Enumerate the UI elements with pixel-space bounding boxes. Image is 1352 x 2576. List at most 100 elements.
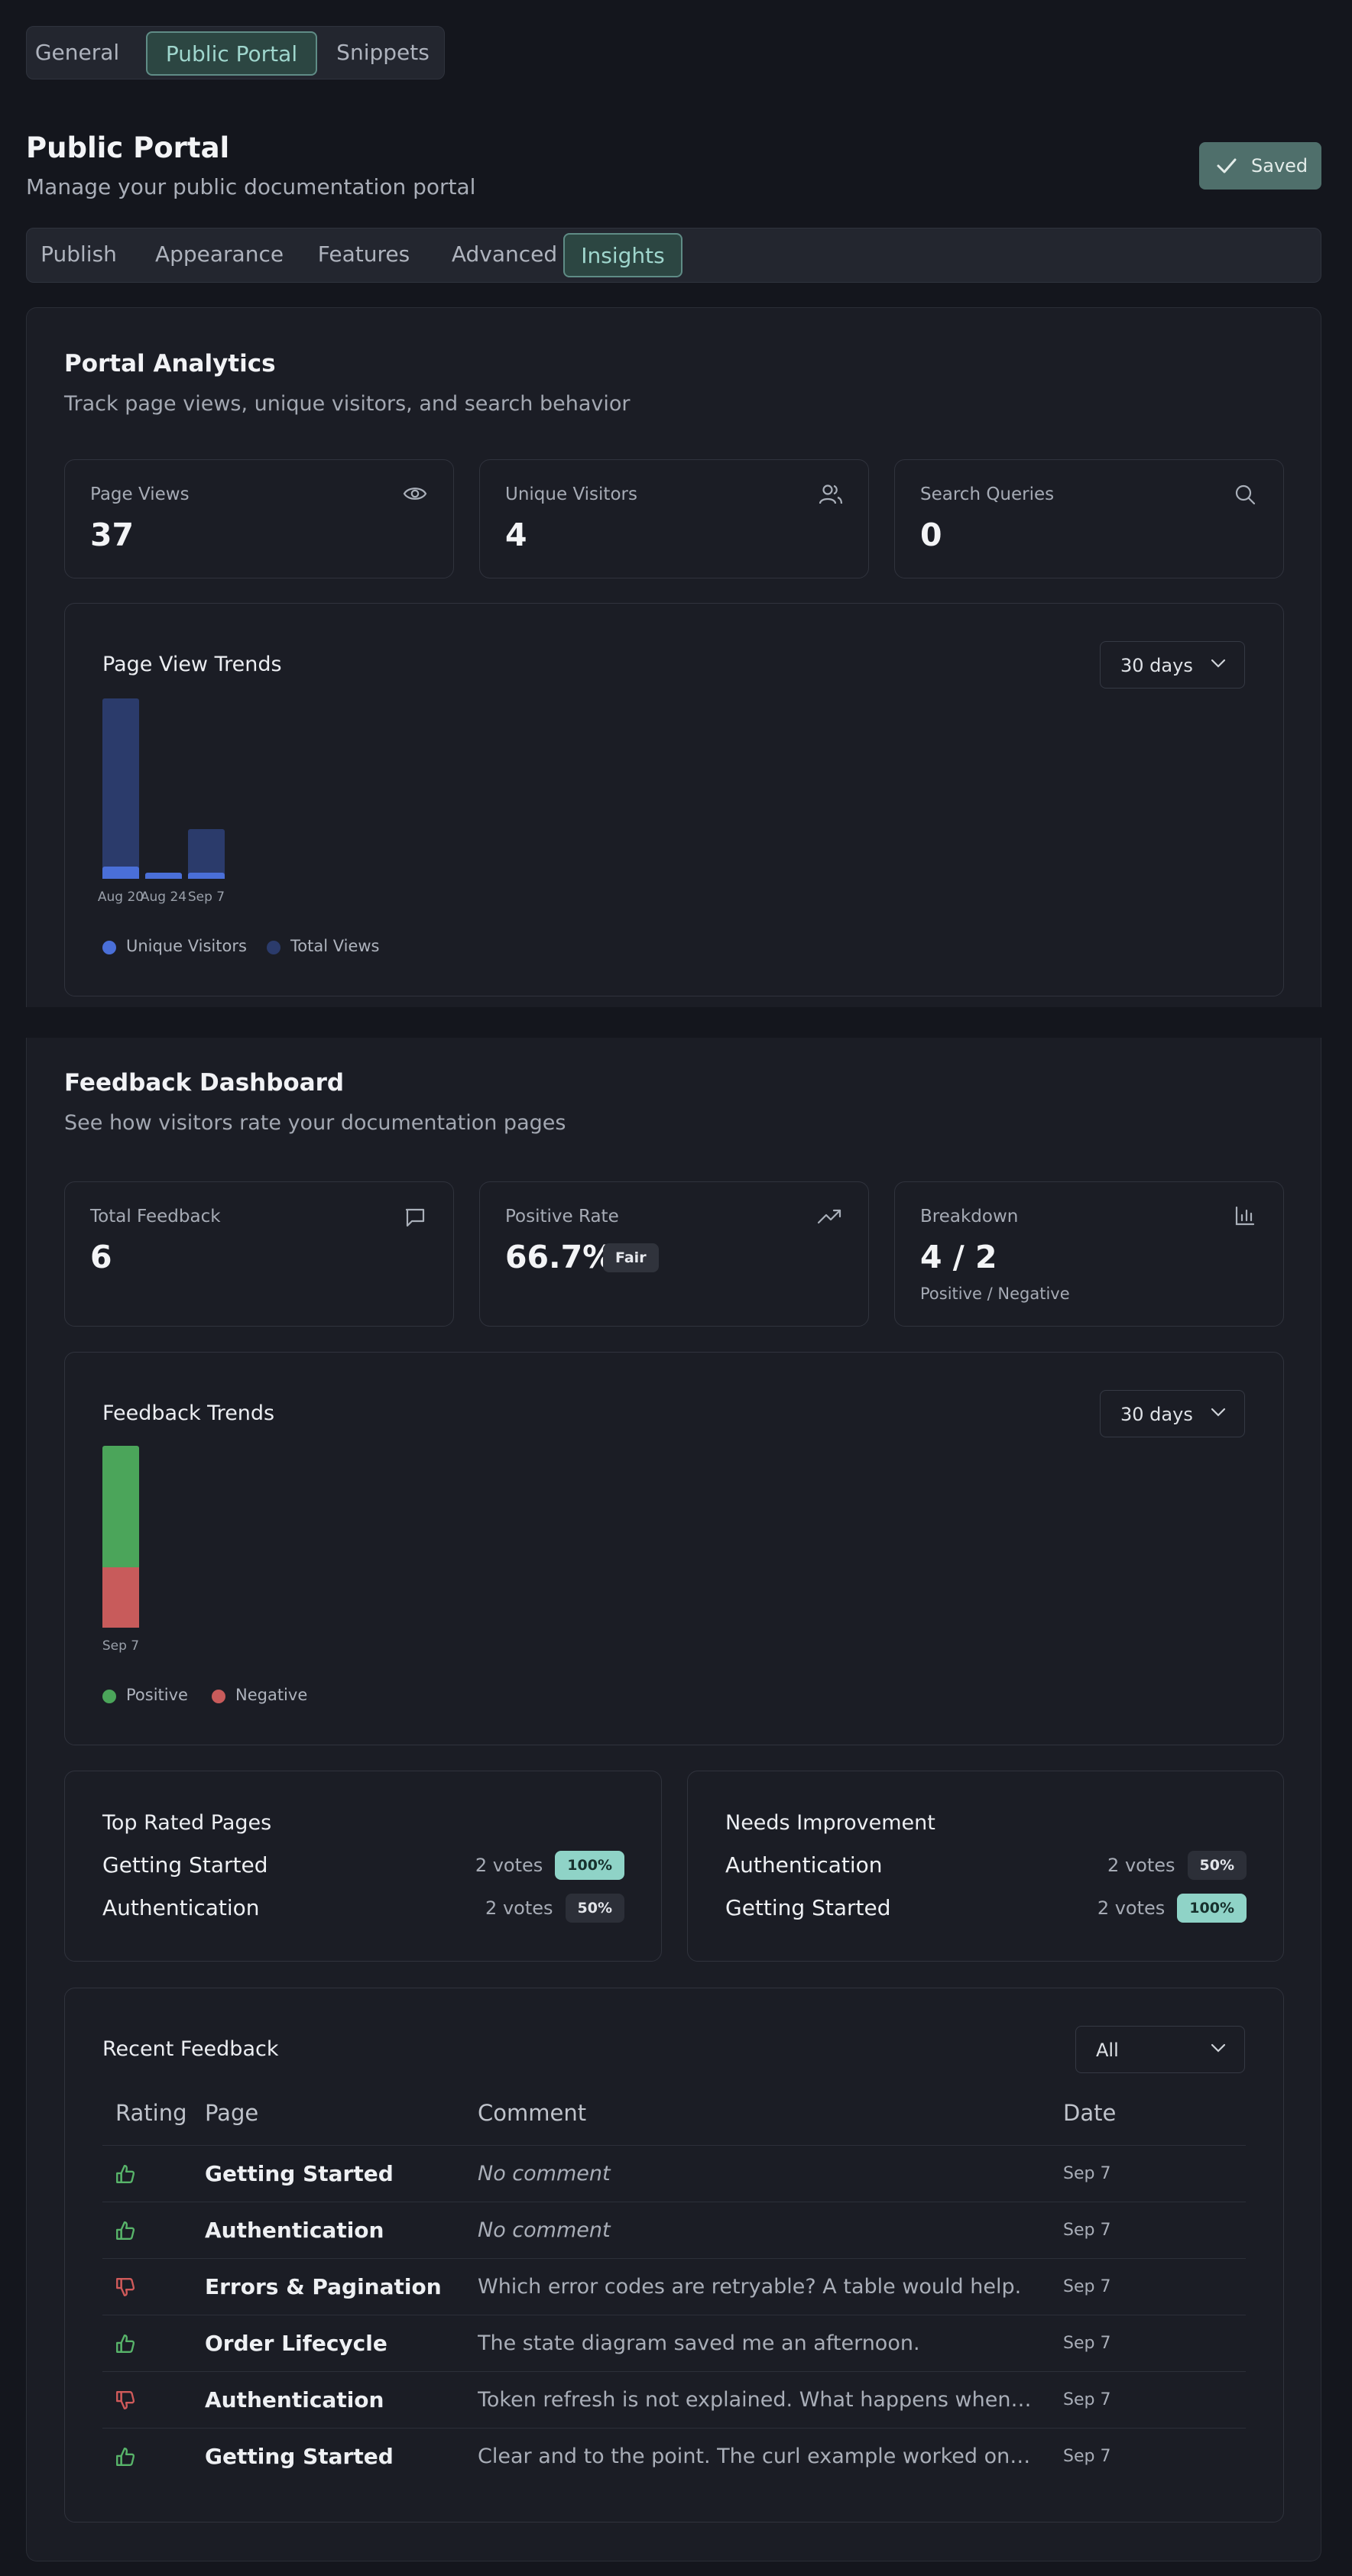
feedback-page: Authentication — [205, 2218, 384, 2243]
legend-dot-unique — [102, 941, 116, 954]
section-title: Feedback Dashboard — [64, 1069, 345, 1097]
page-link[interactable]: Authentication — [102, 1895, 260, 1920]
legend-label: Total Views — [290, 937, 380, 955]
feedback-comment: Token refresh is not explained. What hap… — [478, 2388, 1036, 2412]
tab-snippets[interactable]: Snippets — [336, 40, 430, 65]
bar-positive — [102, 1446, 139, 1567]
section-title: Portal Analytics — [64, 350, 276, 377]
tab-advanced[interactable]: Advanced — [451, 241, 558, 267]
column-header-date: Date — [1063, 2100, 1117, 2126]
stat-card-breakdown: Breakdown 4 / 2 Positive / Negative — [894, 1181, 1284, 1327]
tab-public-portal[interactable]: Public Portal — [146, 31, 317, 76]
feedback-page: Getting Started — [205, 2161, 394, 2186]
column-header-page: Page — [205, 2100, 259, 2126]
divider — [102, 2371, 1246, 2372]
legend-label: Positive — [126, 1686, 188, 1704]
tab-general[interactable]: General — [34, 40, 120, 65]
bar-unique-visitors — [102, 866, 139, 879]
x-tick-label: Aug 20 — [97, 889, 144, 905]
stat-label: Positive Rate — [505, 1207, 619, 1226]
thumbs-up-icon — [116, 2335, 135, 2353]
tab-publish[interactable]: Publish — [41, 241, 117, 267]
table-row[interactable]: Getting Started No comment Sep 7 — [102, 2146, 1246, 2202]
x-tick-label: Sep 7 — [187, 889, 225, 905]
bar-negative — [102, 1567, 139, 1628]
percent-badge: 100% — [1177, 1894, 1247, 1923]
feedback-date: Sep 7 — [1063, 2164, 1111, 2183]
feedback-page: Authentication — [205, 2387, 384, 2412]
feedback-date: Sep 7 — [1063, 2390, 1111, 2409]
bar-unique-visitors — [145, 872, 182, 879]
page-title: Public Portal — [26, 131, 230, 164]
legend-dot-negative — [212, 1690, 225, 1703]
thumbs-down-icon — [116, 2278, 135, 2296]
search-icon — [1235, 484, 1256, 505]
chevron-down-icon — [1211, 1408, 1226, 1417]
stat-card-positive-rate: Positive Rate 66.7% Fair — [479, 1181, 869, 1327]
divider — [102, 2428, 1246, 2429]
table-row[interactable]: Authentication Token refresh is not expla… — [102, 2372, 1246, 2429]
tab-appearance[interactable]: Appearance — [154, 241, 284, 267]
check-icon — [1217, 158, 1237, 173]
vote-count: 2 votes — [1097, 1897, 1166, 1919]
stat-value: 66.7% — [505, 1239, 614, 1275]
feedback-chart: Sep 7 — [102, 1444, 271, 1654]
chevron-down-icon — [1211, 659, 1226, 668]
rating-summary: 2 votes 50% — [1107, 1851, 1247, 1880]
stat-label: Breakdown — [920, 1207, 1019, 1226]
feedback-trends-card: Feedback Trends 30 days Sep 7 Positive N… — [64, 1352, 1284, 1745]
chart-title: Feedback Trends — [102, 1401, 275, 1425]
eye-icon — [403, 488, 427, 500]
saved-button[interactable]: Saved — [1199, 142, 1321, 190]
recent-feedback-card: Recent Feedback All Rating Page Comment … — [64, 1988, 1284, 2523]
stat-value: 6 — [90, 1239, 112, 1275]
card-title: Needs Improvement — [725, 1811, 935, 1835]
page-link[interactable]: Getting Started — [102, 1852, 268, 1878]
tab-insights[interactable]: Insights — [563, 233, 682, 277]
page-subtitle: Manage your public documentation portal — [26, 174, 476, 199]
stat-label: Total Feedback — [90, 1207, 221, 1226]
page-view-trends-card: Page View Trends 30 days Aug 20 Aug 24 Sep… — [64, 603, 1284, 996]
tab-features[interactable]: Features — [317, 241, 410, 267]
stat-card-total-feedback: Total Feedback 6 — [64, 1181, 454, 1327]
range-dropdown[interactable]: 30 days — [1100, 1390, 1245, 1437]
legend-label: Negative — [235, 1686, 308, 1704]
feedback-comment: No comment — [478, 2218, 611, 2242]
table-row[interactable]: Errors & Pagination Which error codes are… — [102, 2259, 1246, 2315]
vote-count: 2 votes — [475, 1855, 543, 1876]
range-value: 30 days — [1120, 655, 1193, 676]
stat-label: Search Queries — [920, 484, 1055, 504]
chevron-down-icon — [1211, 2043, 1226, 2053]
section-description: See how visitors rate your documentation… — [64, 1111, 566, 1135]
filter-dropdown[interactable]: All — [1075, 2026, 1245, 2073]
page-link[interactable]: Authentication — [725, 1852, 883, 1878]
needs-improvement-card: Needs Improvement Authentication 2 votes… — [687, 1771, 1284, 1962]
range-value: 30 days — [1120, 1404, 1193, 1425]
thumbs-up-icon — [116, 2221, 135, 2240]
table-row[interactable]: Getting Started Clear and to the point. T… — [102, 2429, 1246, 2485]
chart-title: Page View Trends — [102, 653, 282, 676]
thumbs-up-icon — [116, 2165, 135, 2183]
stat-label: Page Views — [90, 484, 190, 504]
page-link[interactable]: Getting Started — [725, 1895, 891, 1920]
stat-label: Unique Visitors — [505, 484, 637, 504]
feedback-page: Getting Started — [205, 2444, 394, 2469]
users-icon — [819, 484, 843, 504]
top-tabs: General Public Portal Snippets — [26, 26, 445, 79]
column-header-comment: Comment — [478, 2100, 587, 2126]
table-row[interactable]: Authentication No comment Sep 7 — [102, 2202, 1246, 2259]
feedback-comment: Which error codes are retryable? A table… — [478, 2275, 1022, 2299]
percent-badge: 100% — [555, 1851, 624, 1880]
table-row[interactable]: Order Lifecycle The state diagram saved m… — [102, 2315, 1246, 2372]
feedback-comment: No comment — [478, 2162, 611, 2186]
thumbs-down-icon — [116, 2391, 135, 2409]
rating-badge: Fair — [603, 1243, 659, 1272]
divider — [102, 2145, 1246, 2146]
thumbs-up-icon — [116, 2448, 135, 2466]
range-dropdown[interactable]: 30 days — [1100, 641, 1245, 689]
stat-card-unique-visitors: Unique Visitors 4 — [479, 459, 869, 578]
feedback-comment: Clear and to the point. The curl example… — [478, 2445, 1036, 2468]
column-header-rating: Rating — [115, 2100, 187, 2126]
divider — [102, 2258, 1246, 2259]
rating-summary: 2 votes 50% — [485, 1894, 624, 1923]
